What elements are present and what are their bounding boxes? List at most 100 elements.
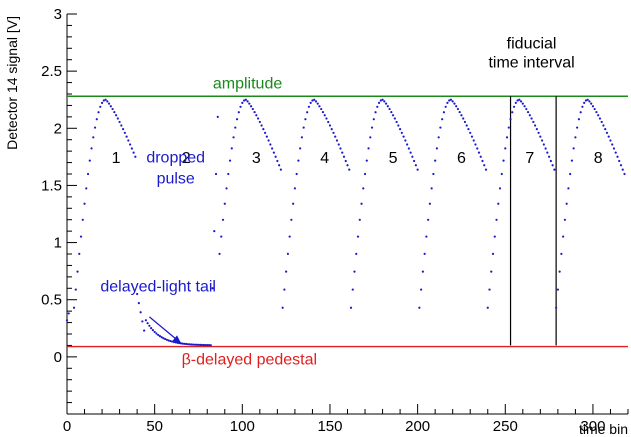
data-point — [157, 333, 160, 337]
data-point — [505, 136, 509, 139]
data-point — [316, 102, 319, 105]
data-point — [420, 288, 423, 291]
data-point — [78, 252, 81, 255]
data-point — [533, 124, 537, 127]
data-point — [125, 135, 128, 138]
data-point — [565, 202, 568, 205]
data-point — [262, 127, 265, 131]
data-point — [328, 124, 332, 127]
pulse-label: 2 — [182, 150, 191, 167]
data-point — [432, 172, 435, 176]
data-point — [332, 131, 335, 134]
plot-frame — [66, 14, 628, 415]
data-point — [232, 136, 235, 139]
x-tick-labels: 0 50 100 150 200 250 300 — [63, 418, 606, 435]
data-point — [158, 335, 162, 338]
data-point — [551, 164, 554, 167]
data-point — [546, 151, 549, 154]
data-point — [283, 288, 286, 291]
data-point — [132, 151, 135, 154]
data-point — [288, 235, 291, 238]
data-point — [92, 136, 95, 139]
data-point — [218, 252, 221, 255]
data-point — [355, 252, 358, 255]
data-point — [274, 155, 277, 158]
data-point — [276, 159, 279, 163]
data-point — [577, 118, 581, 121]
data-point — [265, 135, 268, 138]
data-point — [477, 151, 481, 154]
data-point — [374, 111, 377, 114]
x-tick-label: 300 — [580, 418, 605, 435]
data-point — [446, 101, 449, 104]
dropped-pulse-label-line1: dropped — [146, 150, 205, 167]
data-point — [525, 107, 528, 111]
data-point — [539, 135, 542, 138]
data-point — [502, 159, 505, 162]
data-point — [335, 139, 339, 142]
data-point — [249, 105, 253, 108]
pulse-label: 8 — [594, 150, 603, 167]
data-point — [598, 117, 602, 120]
data-point — [574, 136, 577, 139]
data-point — [165, 338, 169, 341]
data-point — [167, 339, 170, 342]
data-point — [86, 172, 90, 176]
data-point — [437, 136, 440, 139]
data-point — [272, 151, 275, 154]
data-point — [197, 343, 200, 346]
pulse-label: 6 — [457, 150, 466, 167]
data-point — [153, 330, 156, 334]
data-point — [207, 344, 211, 347]
data-point — [425, 235, 428, 238]
data-point — [325, 117, 328, 120]
data-point — [349, 306, 353, 309]
x-tick-label: 250 — [493, 418, 518, 435]
data-point — [511, 111, 514, 114]
data-point — [479, 155, 482, 158]
data-point — [258, 120, 261, 124]
data-point — [548, 155, 551, 158]
data-point — [377, 101, 381, 104]
data-point — [434, 159, 437, 162]
data-point — [67, 312, 70, 315]
data-point — [344, 159, 347, 163]
data-point — [129, 143, 132, 146]
data-point — [483, 164, 486, 167]
data-point — [248, 102, 251, 105]
data-point — [462, 117, 465, 120]
data-point — [474, 143, 477, 146]
data-point — [151, 329, 155, 332]
data-points — [65, 98, 626, 347]
data-point — [279, 168, 282, 171]
data-point — [106, 100, 109, 103]
data-point — [292, 202, 295, 205]
data-point — [456, 107, 460, 111]
pulse-label: 1 — [112, 150, 121, 167]
data-point — [83, 202, 86, 205]
data-point — [356, 235, 360, 238]
data-point — [416, 168, 419, 171]
data-point — [402, 135, 405, 138]
data-point — [386, 105, 389, 108]
data-point — [313, 98, 316, 101]
data-point — [576, 126, 579, 129]
data-point — [393, 117, 396, 120]
data-point — [281, 306, 284, 309]
data-point — [221, 218, 225, 221]
data-point — [542, 143, 545, 146]
data-point — [591, 105, 595, 108]
data-point — [286, 252, 289, 255]
data-point — [148, 324, 151, 327]
data-point — [228, 159, 232, 162]
pulse-label: 3 — [252, 150, 261, 167]
data-point — [463, 120, 467, 124]
data-point — [81, 218, 84, 221]
pulse-label: 5 — [389, 150, 398, 167]
data-point — [223, 202, 226, 205]
data-point — [549, 159, 552, 163]
data-point — [507, 126, 510, 129]
data-point — [330, 127, 333, 131]
x-axis-label: time bin — [579, 421, 628, 437]
